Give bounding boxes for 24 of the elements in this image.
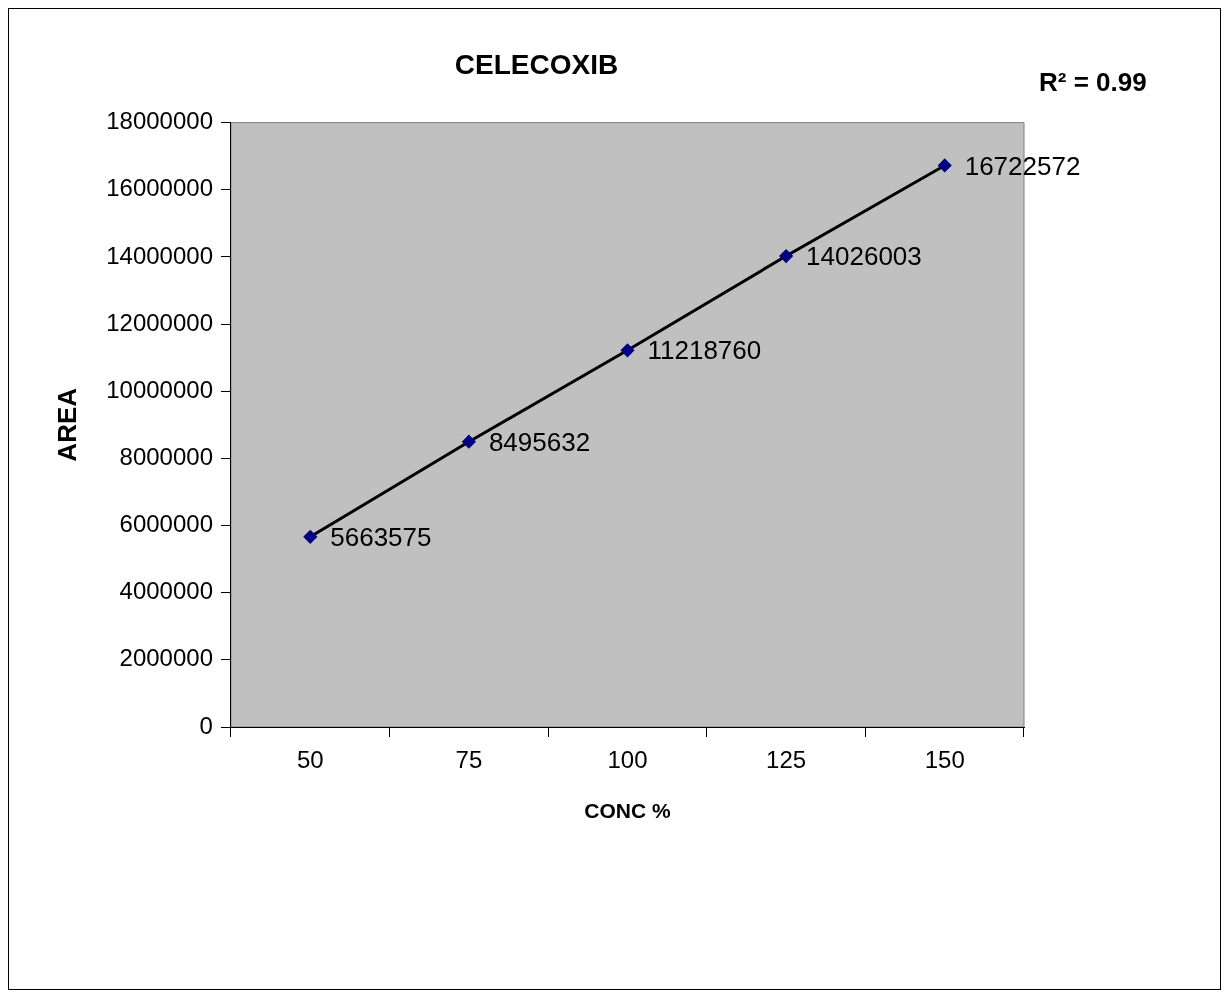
y-tick-label: 14000000 <box>106 241 213 269</box>
x-tick-label: 50 <box>296 746 324 774</box>
y-tick-label: 0 <box>199 711 213 739</box>
x-tick-label: 125 <box>766 746 807 774</box>
y-tick-label: 18000000 <box>106 107 213 135</box>
data-label: 16722572 <box>964 150 1081 181</box>
x-tick-label: 75 <box>455 746 483 774</box>
text: R² = 0.99 <box>1039 67 1147 98</box>
y-tick-label: 12000000 <box>106 308 213 336</box>
y-tick-label: 8000000 <box>119 443 213 470</box>
x-tick-label: 100 <box>607 746 648 774</box>
data-label: 5663575 <box>330 522 432 552</box>
y-tick-label: 10000000 <box>106 375 213 403</box>
data-label: 8495632 <box>488 426 591 457</box>
chart-title: CELECOXIB <box>454 48 619 80</box>
data-label: 14026003 <box>806 241 922 272</box>
x-axis-title: CONC % <box>584 799 671 823</box>
y-tick-label: 6000000 <box>119 510 213 538</box>
y-axis-title: AREA <box>51 387 82 462</box>
y-tick-label: 2000000 <box>119 644 213 672</box>
data-label: 11218760 <box>647 335 762 366</box>
y-tick-label: 16000000 <box>106 174 213 202</box>
x-tick-label: 150 <box>924 746 965 774</box>
y-tick-label: 4000000 <box>119 577 213 605</box>
